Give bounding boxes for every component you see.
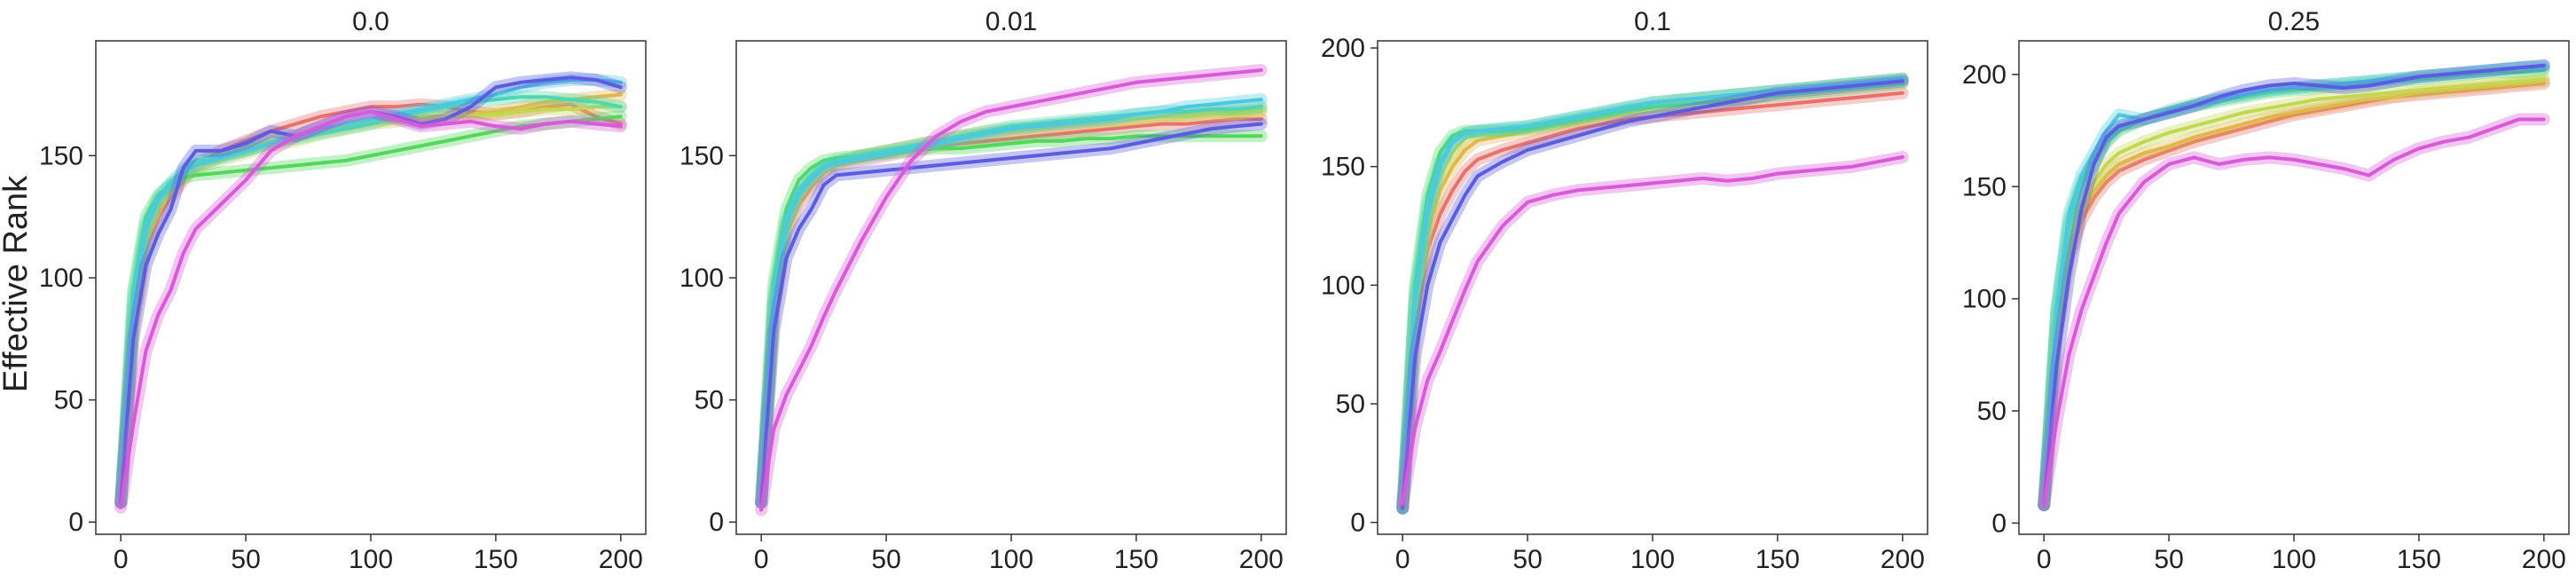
series-line-6 [119,75,623,505]
series-line-0 [759,117,1263,505]
x-tick-label: 150 [1755,545,1800,572]
y-tick-label: 100 [679,264,724,293]
y-tick-label: 150 [1962,172,2007,201]
series-band-7 [1396,151,1909,510]
series-band-5 [114,74,627,509]
series-line-5 [119,78,623,505]
y-tick-label: 0 [68,508,83,537]
series-line-1 [119,92,623,505]
x-tick-label: 200 [2522,545,2566,572]
y-tick-label: 200 [1962,60,2007,90]
y-tick-label: 0 [709,508,724,537]
x-tick-label: 150 [1114,545,1158,572]
x-tick-label: 0 [2037,545,2052,572]
y-tick-label: 50 [1977,397,2007,426]
y-axis-label: Effective Rank [0,175,35,392]
series-line-1 [2042,79,2546,508]
x-tick-label: 150 [2397,545,2441,572]
chart-title: 0.1 [1634,7,1671,36]
series-line-3 [2042,67,2546,508]
series-band-1 [2038,75,2550,512]
chart-panel-0: 0.0 0 50 100 150 200 0 50 100 150 [39,7,647,574]
series-line-0 [2042,82,2546,508]
y-tick-label: 100 [1962,285,2007,314]
x-tick-label: 0 [114,545,129,572]
series-line-6 [1401,79,1905,510]
series-band-6 [114,71,627,509]
y-tick-label: 200 [1321,34,1365,63]
chart-title: 0.25 [2268,7,2320,36]
series-band-3 [755,130,1268,509]
series-line-5 [759,98,1263,505]
series-line-2 [2042,77,2546,508]
y-tick-label: 0 [1350,509,1365,538]
x-tick-label: 0 [1395,545,1410,572]
series-band-6 [755,117,1268,509]
x-tick-label: 50 [2154,545,2183,572]
y-tick-label: 150 [39,141,83,170]
chart-panel-3: 0.25 0 50 100 150 200 0 50 100 150 200 [1962,7,2570,574]
y-tick-label: 150 [679,141,724,170]
series-line-7 [119,109,623,509]
series-line-3 [1401,82,1905,510]
series-line-0 [1401,91,1905,510]
y-tick-label: 150 [1321,153,1365,182]
chart-title: 0.01 [986,7,1037,36]
chart-panel-2: 0.1 0 50 100 150 200 0 50 100 150 200 [1321,7,1928,574]
y-tick-label: 50 [695,386,724,415]
x-tick-label: 50 [231,545,260,572]
y-tick-label: 0 [1991,509,2007,538]
series-line-7 [2042,117,2546,508]
series-line-6 [2042,63,2546,508]
x-tick-label: 100 [989,545,1033,572]
x-tick-label: 0 [754,545,769,572]
series-line-3 [119,114,623,505]
x-tick-label: 200 [1881,545,1925,572]
series-band-0 [1396,86,1909,515]
x-tick-label: 150 [474,545,518,572]
y-tick-label: 50 [1336,390,1365,419]
x-tick-label: 200 [599,545,643,572]
series-line-7 [1401,155,1905,506]
x-tick-label: 100 [1630,545,1675,572]
chart-title: 0.0 [352,7,389,36]
x-tick-label: 200 [1239,545,1284,572]
series-line-3 [759,134,1263,505]
y-tick-label: 50 [54,386,83,415]
series-line-7 [759,68,1263,512]
y-tick-label: 100 [39,264,83,293]
x-tick-label: 50 [1512,545,1542,572]
chart-panel-1: 0.01 0 50 100 150 200 0 50 100 150 [679,7,1287,574]
x-tick-label: 50 [871,545,900,572]
series-band-1 [1396,75,1909,515]
x-tick-label: 100 [349,545,393,572]
series-line-5 [1401,76,1905,510]
y-tick-label: 100 [1321,271,1365,300]
series-line-6 [759,122,1263,505]
x-tick-label: 100 [2272,545,2316,572]
